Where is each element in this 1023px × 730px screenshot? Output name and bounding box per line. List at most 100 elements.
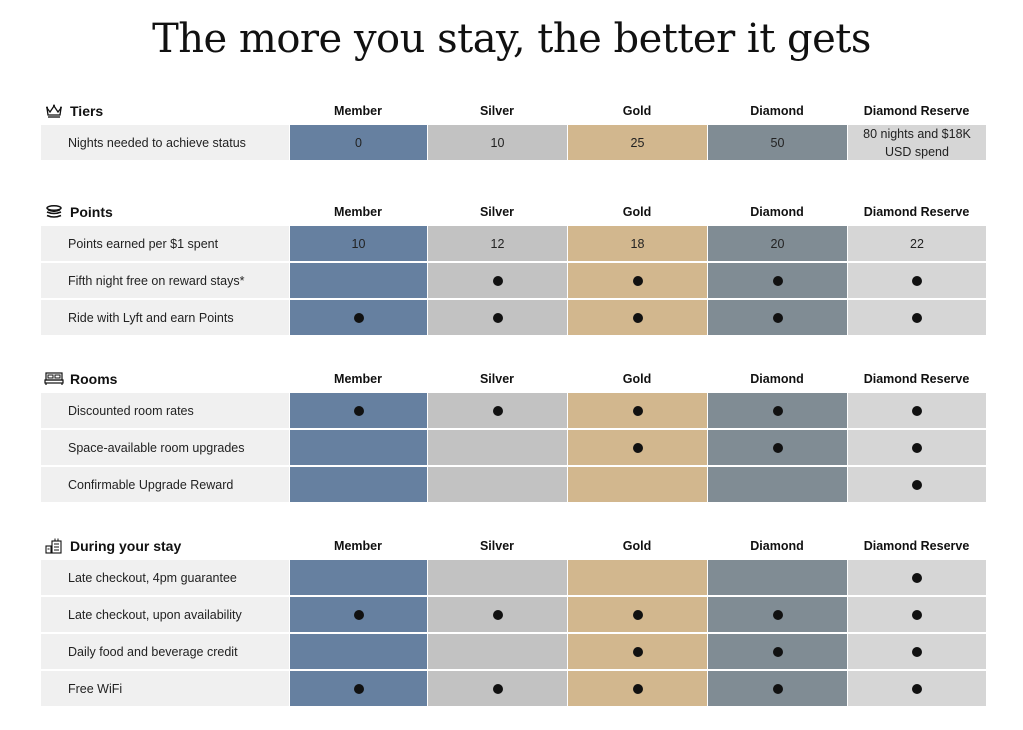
benefit-label: Points earned per $1 spent <box>41 226 289 261</box>
cell-gold: 18 <box>567 226 707 261</box>
tier-header-diamond-reserve: Diamond Reserve <box>863 205 970 219</box>
cell-diamond <box>707 560 847 595</box>
included-dot-icon <box>492 275 503 286</box>
benefit-label: Confirmable Upgrade Reward <box>41 467 289 502</box>
cell-diamond-reserve <box>847 671 986 706</box>
tier-header-silver: Silver <box>479 205 515 219</box>
included-dot-icon <box>632 683 643 694</box>
cell-gold: 25 <box>567 125 707 160</box>
cell-gold <box>567 597 707 632</box>
cell-silver <box>427 634 567 669</box>
cell-gold <box>567 467 707 502</box>
tier-header-gold: Gold <box>622 205 652 219</box>
cell-silver <box>427 263 567 298</box>
tier-header-member: Member <box>334 372 382 386</box>
cell-gold <box>567 300 707 335</box>
page-title: The more you stay, the better it gets <box>152 16 871 62</box>
cell-diamond: 20 <box>707 226 847 261</box>
section-header: During your stay Member Silver Gold Diamond D… <box>41 532 986 560</box>
included-dot-icon <box>632 442 643 453</box>
cell-diamond-reserve <box>847 467 986 502</box>
tier-header-member: Member <box>334 104 382 118</box>
included-dot-icon <box>912 405 922 416</box>
table-row: Daily food and beverage credit <box>41 634 986 669</box>
cell-member <box>289 467 427 502</box>
cell-member: 0 <box>289 125 427 160</box>
table-row: Fifth night free on reward stays* <box>41 263 986 298</box>
table-row: Space-available room upgrades <box>41 430 986 465</box>
cell-silver <box>427 597 567 632</box>
section-title: Tiers <box>41 103 289 119</box>
cell-gold <box>567 393 707 428</box>
included-dot-icon <box>632 405 643 416</box>
benefit-label: Ride with Lyft and earn Points <box>41 300 289 335</box>
table-row: Points earned per $1 spent 10 12 18 20 22 <box>41 226 986 261</box>
section-header: Tiers Member Silver Gold Diamond Diamond Rese… <box>41 97 986 125</box>
cell-diamond-reserve <box>847 393 986 428</box>
tier-header-diamond-reserve: Diamond Reserve <box>863 104 970 118</box>
cell-diamond <box>707 393 847 428</box>
cell-silver <box>427 560 567 595</box>
tier-header-diamond-reserve: Diamond Reserve <box>863 372 970 386</box>
cell-diamond <box>707 430 847 465</box>
tier-header-diamond: Diamond <box>750 205 804 219</box>
included-dot-icon <box>772 683 783 694</box>
cell-gold <box>567 634 707 669</box>
benefit-label: Fifth night free on reward stays* <box>41 263 289 298</box>
cell-silver <box>427 393 567 428</box>
cell-member <box>289 671 427 706</box>
tier-header-diamond: Diamond <box>750 539 804 553</box>
included-dot-icon <box>912 572 922 583</box>
section-title-text: During your stay <box>70 538 182 554</box>
section-title: Rooms <box>41 371 289 387</box>
cell-silver <box>427 671 567 706</box>
crown-icon <box>44 103 64 119</box>
table-row: Late checkout, 4pm guarantee <box>41 560 986 595</box>
table-row: Nights needed to achieve status 0 10 25 50 80… <box>41 125 986 160</box>
cell-diamond-reserve <box>847 430 986 465</box>
included-dot-icon <box>492 683 503 694</box>
table-row: Confirmable Upgrade Reward <box>41 467 986 502</box>
table-row: Free WiFi <box>41 671 986 706</box>
included-dot-icon <box>353 683 364 694</box>
tier-header-gold: Gold <box>622 104 652 118</box>
benefit-label: Space-available room upgrades <box>41 430 289 465</box>
tier-header-gold: Gold <box>622 372 652 386</box>
included-dot-icon <box>912 479 922 490</box>
cell-silver: 10 <box>427 125 567 160</box>
section-title-text: Tiers <box>70 103 104 119</box>
cell-diamond <box>707 671 847 706</box>
included-dot-icon <box>772 405 783 416</box>
benefit-label: Late checkout, 4pm guarantee <box>41 560 289 595</box>
included-dot-icon <box>772 609 783 620</box>
cell-member <box>289 393 427 428</box>
included-dot-icon <box>353 312 364 323</box>
section-points: Points Member Silver Gold Diamond Diamond Res… <box>41 198 986 337</box>
section-header: Points Member Silver Gold Diamond Diamond Res… <box>41 198 986 226</box>
included-dot-icon <box>632 312 643 323</box>
cell-silver <box>427 467 567 502</box>
benefit-label: Late checkout, upon availability <box>41 597 289 632</box>
cell-diamond-reserve: 80 nights and $18K USD spend <box>847 125 986 160</box>
cell-diamond <box>707 263 847 298</box>
benefit-label: Nights needed to achieve status <box>41 125 289 160</box>
cell-diamond-reserve <box>847 263 986 298</box>
cell-gold <box>567 560 707 595</box>
cell-member <box>289 430 427 465</box>
included-dot-icon <box>632 609 643 620</box>
included-dot-icon <box>912 275 922 286</box>
cell-diamond-reserve <box>847 560 986 595</box>
included-dot-icon <box>492 609 503 620</box>
tier-header-silver: Silver <box>479 372 515 386</box>
benefit-label: Daily food and beverage credit <box>41 634 289 669</box>
cell-member <box>289 263 427 298</box>
tier-header-member: Member <box>334 205 382 219</box>
included-dot-icon <box>492 405 503 416</box>
section-title: During your stay <box>41 538 289 554</box>
table-row: Late checkout, upon availability <box>41 597 986 632</box>
tier-header-diamond-reserve: Diamond Reserve <box>863 539 970 553</box>
cell-silver <box>427 430 567 465</box>
included-dot-icon <box>772 312 783 323</box>
section-rooms: Rooms Member Silver Gold Diamond Diamond Rese… <box>41 365 986 504</box>
included-dot-icon <box>912 646 922 657</box>
